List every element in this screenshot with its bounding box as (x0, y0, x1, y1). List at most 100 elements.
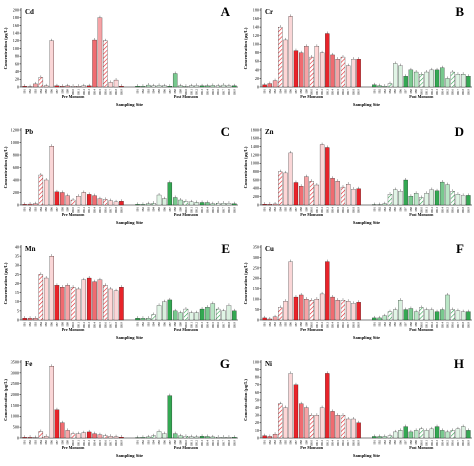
y-tick-label: 1000 (11, 140, 19, 145)
post-monsoon-bar (429, 189, 434, 206)
x-tick-label: IB10 (184, 440, 188, 447)
x-tick-label: IB16 (103, 322, 107, 329)
x-tick-label: IB4 (388, 89, 392, 94)
y-tick-label: 300 (253, 255, 259, 260)
pre-monsoon-bar (309, 181, 314, 206)
x-tick-label: IB2 (28, 440, 32, 445)
post-monsoon-bar (215, 85, 221, 88)
x-tick-label: IB12 (82, 322, 86, 329)
x-tick-label: IB7 (404, 89, 408, 94)
pre-monsoon-bar (108, 200, 113, 206)
x-tick-label: IB17 (222, 322, 226, 329)
pre-monsoon-bar (92, 281, 97, 321)
x-tick-label: IB4 (152, 440, 156, 445)
y-tick-label: 60 (15, 61, 19, 66)
post-monsoon-bar (140, 204, 146, 206)
x-tick-label: IB8 (60, 440, 64, 445)
x-tick-label: IB10 (419, 322, 423, 329)
post-monsoon-bar (167, 299, 173, 321)
x-tick-label: IB6 (50, 89, 54, 94)
post-monsoon-bar (372, 317, 377, 321)
pre-monsoon-bar (54, 409, 60, 439)
post-monsoon-bar (156, 431, 162, 439)
x-tick-label: IB19 (466, 89, 470, 96)
x-tick-label: IB9 (414, 322, 418, 327)
post-monsoon-bar (135, 318, 140, 321)
y-tick-label: 180 (13, 15, 19, 20)
post-monsoon-bar (194, 436, 199, 439)
post-monsoon-bar (440, 430, 445, 439)
post-monsoon-bar (140, 437, 146, 439)
x-tick-label: IB19 (119, 440, 123, 447)
pre-monsoon-bar (103, 435, 108, 439)
pre-monsoon-group-label: Pre Monsoon (62, 212, 85, 217)
x-tick-label: IB8 (173, 207, 177, 212)
post-monsoon-bar (146, 84, 151, 88)
x-tick-label: IB2 (378, 440, 382, 445)
x-tick-label: IB19 (232, 322, 236, 329)
y-tick-label: 20 (255, 420, 259, 425)
x-tick-label: IB4 (278, 322, 282, 327)
y-tick-label: 70 (255, 382, 259, 387)
pre-monsoon-bar (314, 46, 320, 88)
post-monsoon-bar (382, 86, 387, 88)
x-tick-label: IB8 (60, 89, 64, 94)
pre-monsoon-bar (314, 415, 320, 439)
post-monsoon-bar (434, 69, 440, 88)
post-monsoon-bar (151, 314, 156, 321)
x-tick-label: IB16 (451, 322, 455, 329)
x-tick-label: IB5 (284, 207, 288, 212)
pre-monsoon-bar (38, 274, 44, 321)
x-tick-label: IB13 (325, 440, 329, 447)
x-tick-label: IB14 (205, 207, 209, 214)
post-monsoon-group-label: Post Monsoon (409, 94, 434, 99)
pre-monsoon-group-label: Pre Monsoon (62, 445, 85, 450)
x-tick-label: IB14 (331, 322, 335, 329)
x-tick-label: IB1 (372, 89, 376, 94)
post-monsoon-bar (413, 193, 419, 206)
x-tick-label: IB17 (109, 322, 113, 329)
pre-monsoon-bar (267, 318, 273, 321)
x-tick-label: IB6 (162, 207, 166, 212)
post-monsoon-bar (178, 312, 183, 321)
x-tick-label: IB17 (346, 89, 350, 96)
post-monsoon-bar (460, 74, 466, 88)
pre-monsoon-bar (356, 188, 361, 206)
pre-monsoon-bar (70, 199, 76, 206)
x-tick-label: IB3 (33, 207, 37, 212)
x-tick-label: IB13 (435, 322, 439, 329)
x-tick-label: IB17 (456, 440, 460, 447)
pre-monsoon-bar (314, 299, 320, 321)
x-tick-label: IB12 (82, 89, 86, 96)
post-monsoon-bar (205, 307, 210, 321)
x-tick-label: IB9 (66, 89, 70, 94)
x-tick-label: IB6 (50, 440, 54, 445)
pre-monsoon-bar (119, 437, 124, 439)
post-monsoon-bar (210, 203, 216, 206)
post-monsoon-bar (398, 191, 403, 206)
post-monsoon-bar (450, 191, 455, 206)
x-tick-label: IB2 (141, 89, 145, 94)
x-tick-label: IB15 (98, 207, 102, 214)
pre-monsoon-bar (54, 285, 60, 321)
post-monsoon-bar (135, 86, 140, 88)
post-monsoon-bar (156, 305, 162, 321)
x-tick-label: IB6 (398, 89, 402, 94)
post-monsoon-bar (140, 318, 146, 321)
x-tick-label: IB8 (173, 440, 177, 445)
y-tick-label: 40 (15, 69, 19, 74)
pre-monsoon-bar (288, 261, 293, 321)
post-monsoon-group-label: Post Monsoon (409, 445, 434, 450)
x-tick-label: IB7 (55, 440, 59, 445)
post-monsoon-bar (419, 307, 424, 321)
pre-monsoon-bar (70, 86, 76, 88)
x-tick-label: IB12 (430, 89, 434, 96)
y-tick-label: 25 (15, 272, 19, 277)
post-monsoon-bar (210, 303, 216, 321)
y-tick-label: 1400 (251, 144, 259, 149)
x-tick-label: IB1 (372, 440, 376, 445)
x-tick-label: IB3 (273, 207, 277, 212)
post-monsoon-bar (424, 309, 429, 321)
pre-monsoon-bar (103, 40, 108, 88)
pre-monsoon-bar (346, 301, 351, 321)
